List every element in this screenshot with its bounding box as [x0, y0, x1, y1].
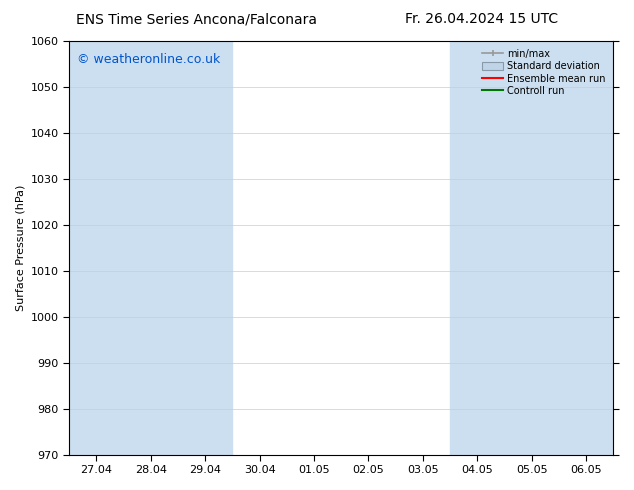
Text: © weatheronline.co.uk: © weatheronline.co.uk [77, 53, 221, 67]
Text: ENS Time Series Ancona/Falconara: ENS Time Series Ancona/Falconara [76, 12, 317, 26]
Legend: min/max, Standard deviation, Ensemble mean run, Controll run: min/max, Standard deviation, Ensemble me… [479, 46, 609, 99]
Bar [69, 41, 124, 455]
Bar [178, 41, 233, 455]
Bar [450, 41, 505, 455]
Bar [559, 41, 614, 455]
Y-axis label: Surface Pressure (hPa): Surface Pressure (hPa) [15, 185, 25, 311]
Bar [505, 41, 559, 455]
Text: Fr. 26.04.2024 15 UTC: Fr. 26.04.2024 15 UTC [404, 12, 558, 26]
Bar [124, 41, 178, 455]
